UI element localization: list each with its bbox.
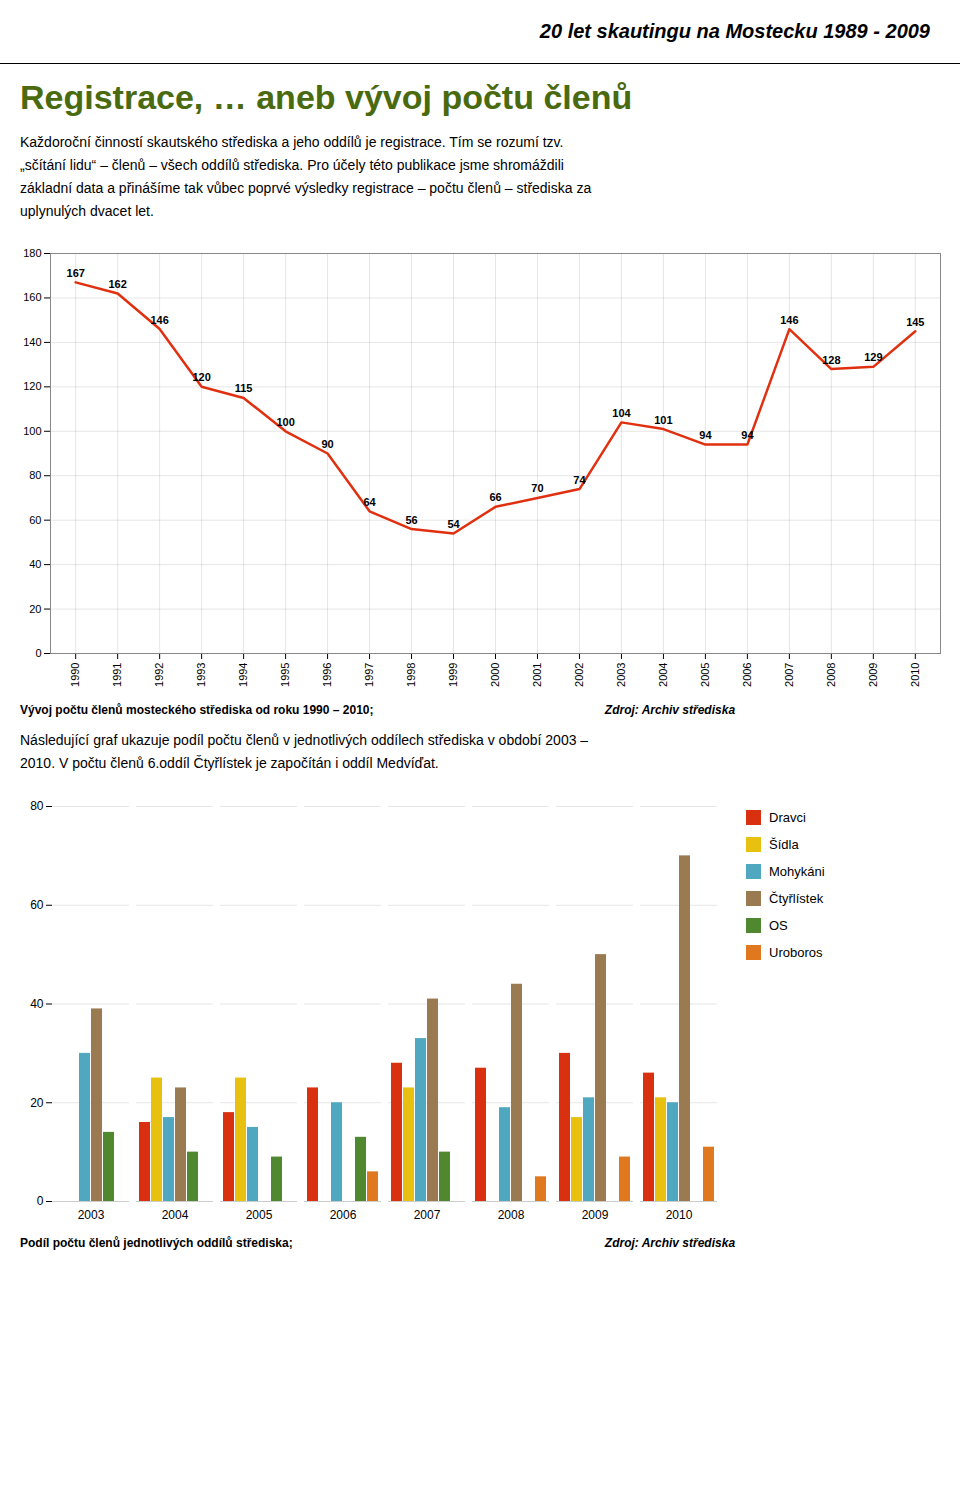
svg-text:2009: 2009 [582,1208,609,1222]
svg-text:129: 129 [864,352,882,364]
svg-text:120: 120 [23,381,41,393]
svg-text:1999: 1999 [447,663,459,687]
svg-text:1996: 1996 [321,663,333,687]
svg-text:1992: 1992 [153,663,165,687]
svg-text:2007: 2007 [783,663,795,687]
svg-text:2006: 2006 [330,1208,357,1222]
svg-text:80: 80 [30,799,44,813]
svg-text:94: 94 [699,430,712,442]
svg-text:2008: 2008 [825,663,837,687]
html-text:Podíl počtu členů jednotlivých: Podíl počtu členů jednotlivých oddílů st… [20,1235,293,1250]
html-text:Mohykáni: Mohykáni [769,863,825,879]
html-text:Čtyřlístek: Čtyřlístek [769,890,824,906]
svg-text:74: 74 [573,474,586,486]
svg-text:0: 0 [37,1194,44,1208]
svg-text:40: 40 [30,996,44,1010]
html-text:Registrace, … aneb vývoj počtu: Registrace, … aneb vývoj počtu členů [20,78,633,116]
svg-text:90: 90 [321,438,333,450]
svg-text:70: 70 [531,483,543,495]
svg-text:167: 167 [67,267,85,279]
svg-text:66: 66 [489,492,501,504]
svg-text:101: 101 [654,414,672,426]
svg-text:2000: 2000 [489,663,501,687]
html-text:Následující graf ukazuje podíl: Následující graf ukazuje podíl počtu čle… [20,732,589,772]
html-text:Uroboros: Uroboros [769,944,823,960]
svg-text:104: 104 [612,407,631,419]
html-text:Vývoj počtu členů mosteckého s: Vývoj počtu členů mosteckého střediska o… [20,703,374,718]
svg-text:94: 94 [741,430,754,442]
svg-text:1991: 1991 [111,663,123,687]
html-text:Dravci: Dravci [769,809,806,825]
html-text:20 let skautingu na Mostecku 1: 20 let skautingu na Mostecku 1989 - 2009 [539,20,930,42]
svg-text:146: 146 [780,314,798,326]
svg-text:100: 100 [276,416,294,428]
svg-text:146: 146 [150,314,168,326]
svg-text:2005: 2005 [699,663,711,687]
svg-text:56: 56 [405,514,417,526]
html-text:Šídla: Šídla [769,836,799,852]
svg-text:1995: 1995 [279,663,291,687]
html-text:Zdroj: Archiv střediska: Zdroj: Archiv střediska [604,1235,736,1250]
svg-text:2003: 2003 [615,663,627,687]
svg-text:1997: 1997 [363,663,375,687]
svg-text:60: 60 [29,514,41,526]
svg-text:128: 128 [822,354,840,366]
html-text:OS: OS [769,917,788,933]
html-text:Každoroční činností skautského: Každoroční činností skautského střediska… [20,134,592,220]
svg-text:100: 100 [23,425,41,437]
svg-text:1994: 1994 [237,663,249,687]
svg-text:140: 140 [23,336,41,348]
svg-text:120: 120 [192,372,210,384]
svg-text:2010: 2010 [909,663,921,687]
svg-text:0: 0 [35,647,41,659]
svg-text:2004: 2004 [162,1208,189,1222]
svg-text:2007: 2007 [414,1208,441,1222]
svg-text:54: 54 [447,518,460,530]
svg-text:180: 180 [23,247,41,259]
html-text:Zdroj: Archiv střediska: Zdroj: Archiv střediska [604,703,736,718]
svg-text:20: 20 [30,1095,44,1109]
svg-text:2005: 2005 [246,1208,273,1222]
svg-text:2003: 2003 [78,1208,105,1222]
svg-text:40: 40 [29,559,41,571]
svg-text:80: 80 [29,470,41,482]
svg-text:2001: 2001 [531,663,543,687]
svg-text:2002: 2002 [573,663,585,687]
svg-text:1993: 1993 [195,663,207,687]
svg-text:2010: 2010 [666,1208,693,1222]
svg-text:145: 145 [906,316,924,328]
svg-text:160: 160 [23,292,41,304]
svg-text:1990: 1990 [69,663,81,687]
svg-text:20: 20 [29,603,41,615]
svg-text:2009: 2009 [867,663,879,687]
svg-text:2004: 2004 [657,663,669,687]
svg-text:2008: 2008 [498,1208,525,1222]
svg-text:2006: 2006 [741,663,753,687]
svg-text:1998: 1998 [405,663,417,687]
svg-text:115: 115 [235,383,253,395]
svg-text:162: 162 [108,278,126,290]
svg-text:64: 64 [363,496,376,508]
svg-text:60: 60 [30,898,44,912]
